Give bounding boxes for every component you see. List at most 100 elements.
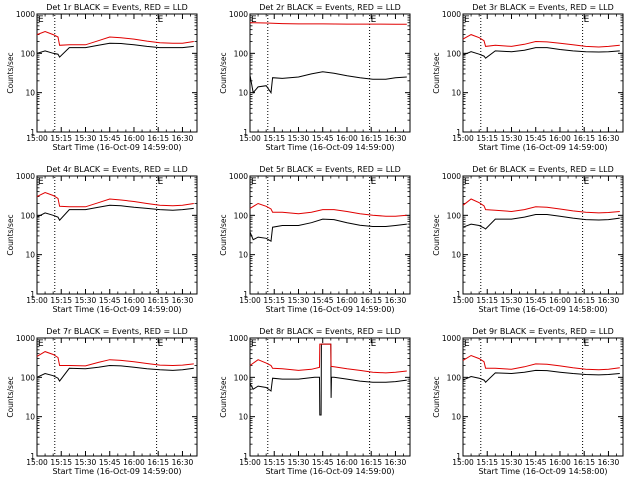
x-tick-label: 15:00 [452,458,474,467]
x-tick-label: 15:00 [452,296,474,305]
y-tick-label: 10 [451,413,461,422]
panel-det-4: Det 4r BLACK = Events, RED = LLD 1 10 100 10… [6,165,198,314]
series-line-events [462,47,620,59]
panel-det-8: Det 8r BLACK = Events, RED = LLD 1 10 100 10… [219,327,411,476]
x-tick-label: 16:00 [336,296,358,305]
y-tick-label: 100 [21,49,36,58]
y-axis-label: Counts/sec [6,376,15,417]
y-axis-label: Counts/sec [219,214,228,255]
y-tick-label: 1000 [442,334,461,343]
y-tick-label: 1000 [229,172,248,181]
y-tick-label: 1 [243,290,248,299]
series-line-events [36,42,194,58]
panel-title: Det 6r BLACK = Events, RED = LLD [472,165,614,174]
y-tick-label: 1000 [442,10,461,19]
y-tick-label: 1 [456,452,461,461]
series-line-events [249,343,407,416]
x-tick-label: 15:30 [288,296,310,305]
x-tick-label: 16:00 [336,134,358,143]
x-tick-label: 15:15 [50,296,72,305]
x-tick-label: 15:45 [312,458,334,467]
event-marker-label: E [251,339,257,349]
x-axis-label: Start Time (16-Oct-09 14:59:00) [52,467,181,476]
panel-title: Det 4r BLACK = Events, RED = LLD [46,165,188,174]
plot-frame [462,337,624,457]
series-line-events [249,218,407,243]
y-tick-label: 100 [21,373,36,382]
x-tick-label: 15:30 [501,134,523,143]
event-marker-label: E [464,177,470,187]
series-line-lld [462,198,620,214]
event-marker-label: E [464,339,470,349]
plot-frame [249,337,411,457]
y-axis-label: Counts/sec [6,214,15,255]
event-marker-label: E [584,15,590,25]
x-tick-label: 16:15 [573,134,595,143]
x-axis-label: Start Time (16-Oct-09 14:59:00) [52,305,181,314]
x-tick-label: 16:30 [598,296,620,305]
x-tick-label: 16:00 [549,134,571,143]
x-axis-label: Start Time (16-Oct-09 14:59:00) [265,305,394,314]
x-tick-label: 16:15 [360,458,382,467]
y-tick-label: 1 [243,128,248,137]
x-tick-label: 16:30 [598,134,620,143]
x-tick-label: 16:15 [573,296,595,305]
x-tick-label: 15:30 [75,296,97,305]
y-tick-label: 100 [234,211,249,220]
series-line-lld [249,202,407,217]
panel-det-2: Det 2r BLACK = Events, RED = LLD 1 10 100 10… [219,3,411,152]
y-tick-label: 1 [30,452,35,461]
series-line-events [36,204,194,222]
x-tick-label: 15:30 [501,296,523,305]
x-tick-label: 16:00 [549,458,571,467]
series-line-events [462,214,620,230]
x-tick-label: 16:30 [172,296,194,305]
y-tick-label: 1 [456,290,461,299]
plot-frame [249,175,411,295]
y-tick-label: 1000 [229,10,248,19]
plot-frame [36,175,198,295]
series-line-lld [36,351,194,367]
y-axis-label: Counts/sec [219,376,228,417]
y-axis-label: Counts/sec [219,52,228,93]
series-line-lld [249,22,407,25]
panel-title: Det 8r BLACK = Events, RED = LLD [259,327,401,336]
y-tick-label: 100 [447,211,462,220]
x-tick-label: 16:00 [336,458,358,467]
y-tick-label: 100 [447,49,462,58]
x-tick-label: 16:30 [172,134,194,143]
y-tick-label: 10 [25,89,35,98]
series-line-lld [249,343,407,374]
x-tick-label: 15:30 [75,458,97,467]
event-marker-label: E [371,15,377,25]
y-axis-label: Counts/sec [432,52,441,93]
x-tick-label: 15:15 [50,134,72,143]
x-tick-label: 16:00 [123,134,145,143]
x-tick-label: 15:45 [99,296,121,305]
series-line-events [249,71,407,95]
x-tick-label: 15:00 [26,458,48,467]
x-tick-label: 15:45 [525,296,547,305]
y-tick-label: 1 [30,128,35,137]
y-tick-label: 10 [238,251,248,260]
y-tick-label: 1000 [442,172,461,181]
series-line-events [36,364,194,383]
plot-frame [249,13,411,133]
x-tick-label: 16:30 [598,458,620,467]
x-tick-label: 15:15 [476,134,498,143]
event-marker-label: E [38,339,44,349]
panel-title: Det 9r BLACK = Events, RED = LLD [472,327,614,336]
y-tick-label: 100 [234,49,249,58]
y-axis-label: Counts/sec [432,214,441,255]
panel-title: Det 3r BLACK = Events, RED = LLD [472,3,614,12]
y-tick-label: 100 [234,373,249,382]
x-tick-label: 15:30 [501,458,523,467]
plot-frame [36,13,198,133]
y-tick-label: 1000 [229,334,248,343]
y-tick-label: 10 [25,251,35,260]
series-line-events [462,369,620,383]
panel-title: Det 1r BLACK = Events, RED = LLD [46,3,188,12]
panel-det-9: Det 9r BLACK = Events, RED = LLD 1 10 100 10… [432,327,624,476]
panel-det-7: Det 7r BLACK = Events, RED = LLD 1 10 100 10… [6,327,198,476]
x-tick-label: 15:15 [263,134,285,143]
